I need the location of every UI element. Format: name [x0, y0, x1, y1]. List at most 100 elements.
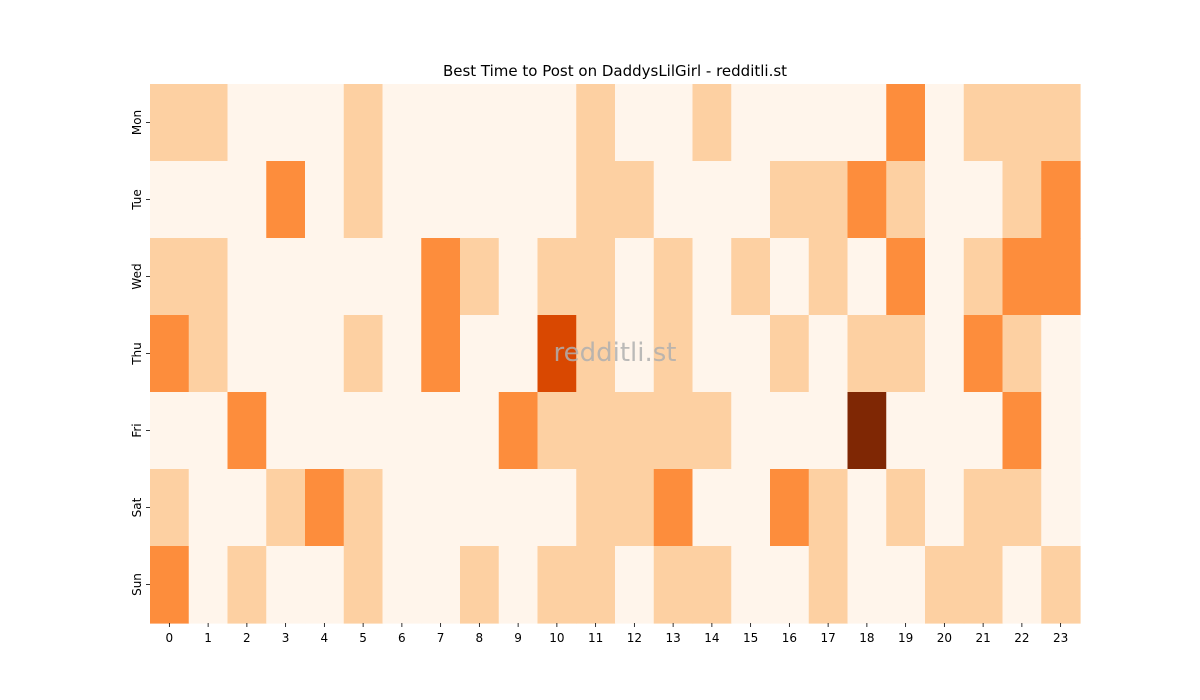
- heatmap-cell: [537, 546, 577, 624]
- heatmap-cell: [615, 161, 655, 239]
- heatmap-cell: [305, 238, 345, 316]
- heatmap-cell: [731, 161, 771, 239]
- heatmap-cell: [266, 546, 306, 624]
- heatmap-cell: [731, 315, 771, 393]
- heatmap-cell: [188, 238, 229, 316]
- heatmap-cell: [382, 238, 422, 316]
- heatmap-cell: [305, 546, 345, 624]
- heatmap-cell: [188, 161, 229, 239]
- x-tick-label: 9: [514, 631, 522, 645]
- heatmap-cell: [692, 315, 732, 393]
- heatmap-cell: [460, 161, 500, 239]
- heatmap-cell: [576, 161, 616, 239]
- heatmap-cell: [1002, 84, 1042, 162]
- x-tick-label: 23: [1053, 631, 1068, 645]
- heatmap-cell: [886, 315, 926, 393]
- heatmap-cell: [653, 469, 694, 547]
- heatmap-cell: [537, 161, 577, 239]
- heatmap-cell: [343, 392, 384, 470]
- heatmap-cell: [770, 392, 810, 470]
- heatmap-cell: [963, 392, 1004, 470]
- x-tick-label: 3: [282, 631, 290, 645]
- heatmap-cell: [498, 315, 539, 393]
- heatmap-cell: [847, 84, 887, 162]
- heatmap-cell: [421, 161, 461, 239]
- chart-title: Best Time to Post on DaddysLilGirl - red…: [443, 62, 787, 80]
- heatmap-cell: [576, 469, 616, 547]
- heatmap-cell: [421, 84, 461, 162]
- heatmap-cell: [886, 84, 926, 162]
- x-tick-label: 16: [782, 631, 797, 645]
- heatmap-cell: [537, 84, 577, 162]
- heatmap-cell: [692, 238, 732, 316]
- x-tick-label: 8: [476, 631, 484, 645]
- heatmap-cell: [925, 161, 965, 239]
- y-tick-label: Sat: [130, 497, 144, 517]
- heatmap-cell: [576, 546, 616, 624]
- heatmap-cell: [150, 161, 190, 239]
- heatmap-cell: [460, 469, 500, 547]
- heatmap-cell: [1041, 392, 1081, 470]
- heatmap-cell: [188, 84, 229, 162]
- heatmap-cell: [963, 84, 1004, 162]
- heatmap-cell: [305, 84, 345, 162]
- heatmap-cell: [770, 546, 810, 624]
- heatmap-cell: [266, 315, 306, 393]
- heatmap-cell: [343, 315, 384, 393]
- x-tick-label: 21: [975, 631, 990, 645]
- x-tick-label: 2: [243, 631, 251, 645]
- heatmap-cell: [653, 392, 694, 470]
- heatmap-cell: [847, 392, 887, 470]
- heatmap-cell: [343, 238, 384, 316]
- heatmap-cell: [498, 546, 539, 624]
- x-tick-label: 4: [321, 631, 329, 645]
- heatmap-cell: [188, 546, 229, 624]
- y-tick-label: Thu: [130, 342, 144, 366]
- x-tick-label: 0: [166, 631, 174, 645]
- heatmap-cell: [731, 469, 771, 547]
- heatmap-cell: [808, 315, 849, 393]
- heatmap-cell: [382, 84, 422, 162]
- heatmap-cell: [382, 546, 422, 624]
- heatmap-cell: [615, 84, 655, 162]
- heatmap-cell: [1002, 238, 1042, 316]
- heatmap-cell: [343, 161, 384, 239]
- heatmap-cell: [886, 469, 926, 547]
- heatmap-cell: [615, 469, 655, 547]
- heatmap-cell: [537, 238, 577, 316]
- heatmap-cell: [731, 546, 771, 624]
- heatmap-cell: [925, 315, 965, 393]
- heatmap-cell: [1002, 161, 1042, 239]
- heatmap-cell: [925, 392, 965, 470]
- heatmap-cell: [808, 392, 849, 470]
- heatmap-cell: [653, 238, 694, 316]
- heatmap-cell: [731, 238, 771, 316]
- heatmap-cell: [421, 546, 461, 624]
- heatmap-cell: [305, 469, 345, 547]
- heatmap-cell: [150, 546, 190, 624]
- heatmap-cell: [615, 315, 655, 393]
- heatmap-cell: [731, 84, 771, 162]
- heatmap-cell: [266, 84, 306, 162]
- heatmap-cell: [460, 546, 500, 624]
- heatmap-cell: [1041, 238, 1081, 316]
- heatmap-cell: [460, 84, 500, 162]
- heatmap-cell: [266, 238, 306, 316]
- heatmap-cell: [150, 392, 190, 470]
- heatmap-cells: [150, 84, 1081, 624]
- heatmap-cell: [460, 315, 500, 393]
- x-tick-label: 10: [549, 631, 564, 645]
- heatmap-cell: [382, 161, 422, 239]
- heatmap-cell: [537, 315, 577, 393]
- heatmap-cell: [227, 315, 267, 393]
- heatmap-cell: [925, 84, 965, 162]
- heatmap-cell: [266, 161, 306, 239]
- y-tick-label: Tue: [130, 189, 144, 211]
- heatmap-cell: [1041, 546, 1081, 624]
- heatmap-cell: [1041, 315, 1081, 393]
- heatmap-cell: [498, 392, 539, 470]
- x-tick-label: 17: [820, 631, 835, 645]
- x-tick-label: 11: [588, 631, 603, 645]
- heatmap-cell: [1041, 469, 1081, 547]
